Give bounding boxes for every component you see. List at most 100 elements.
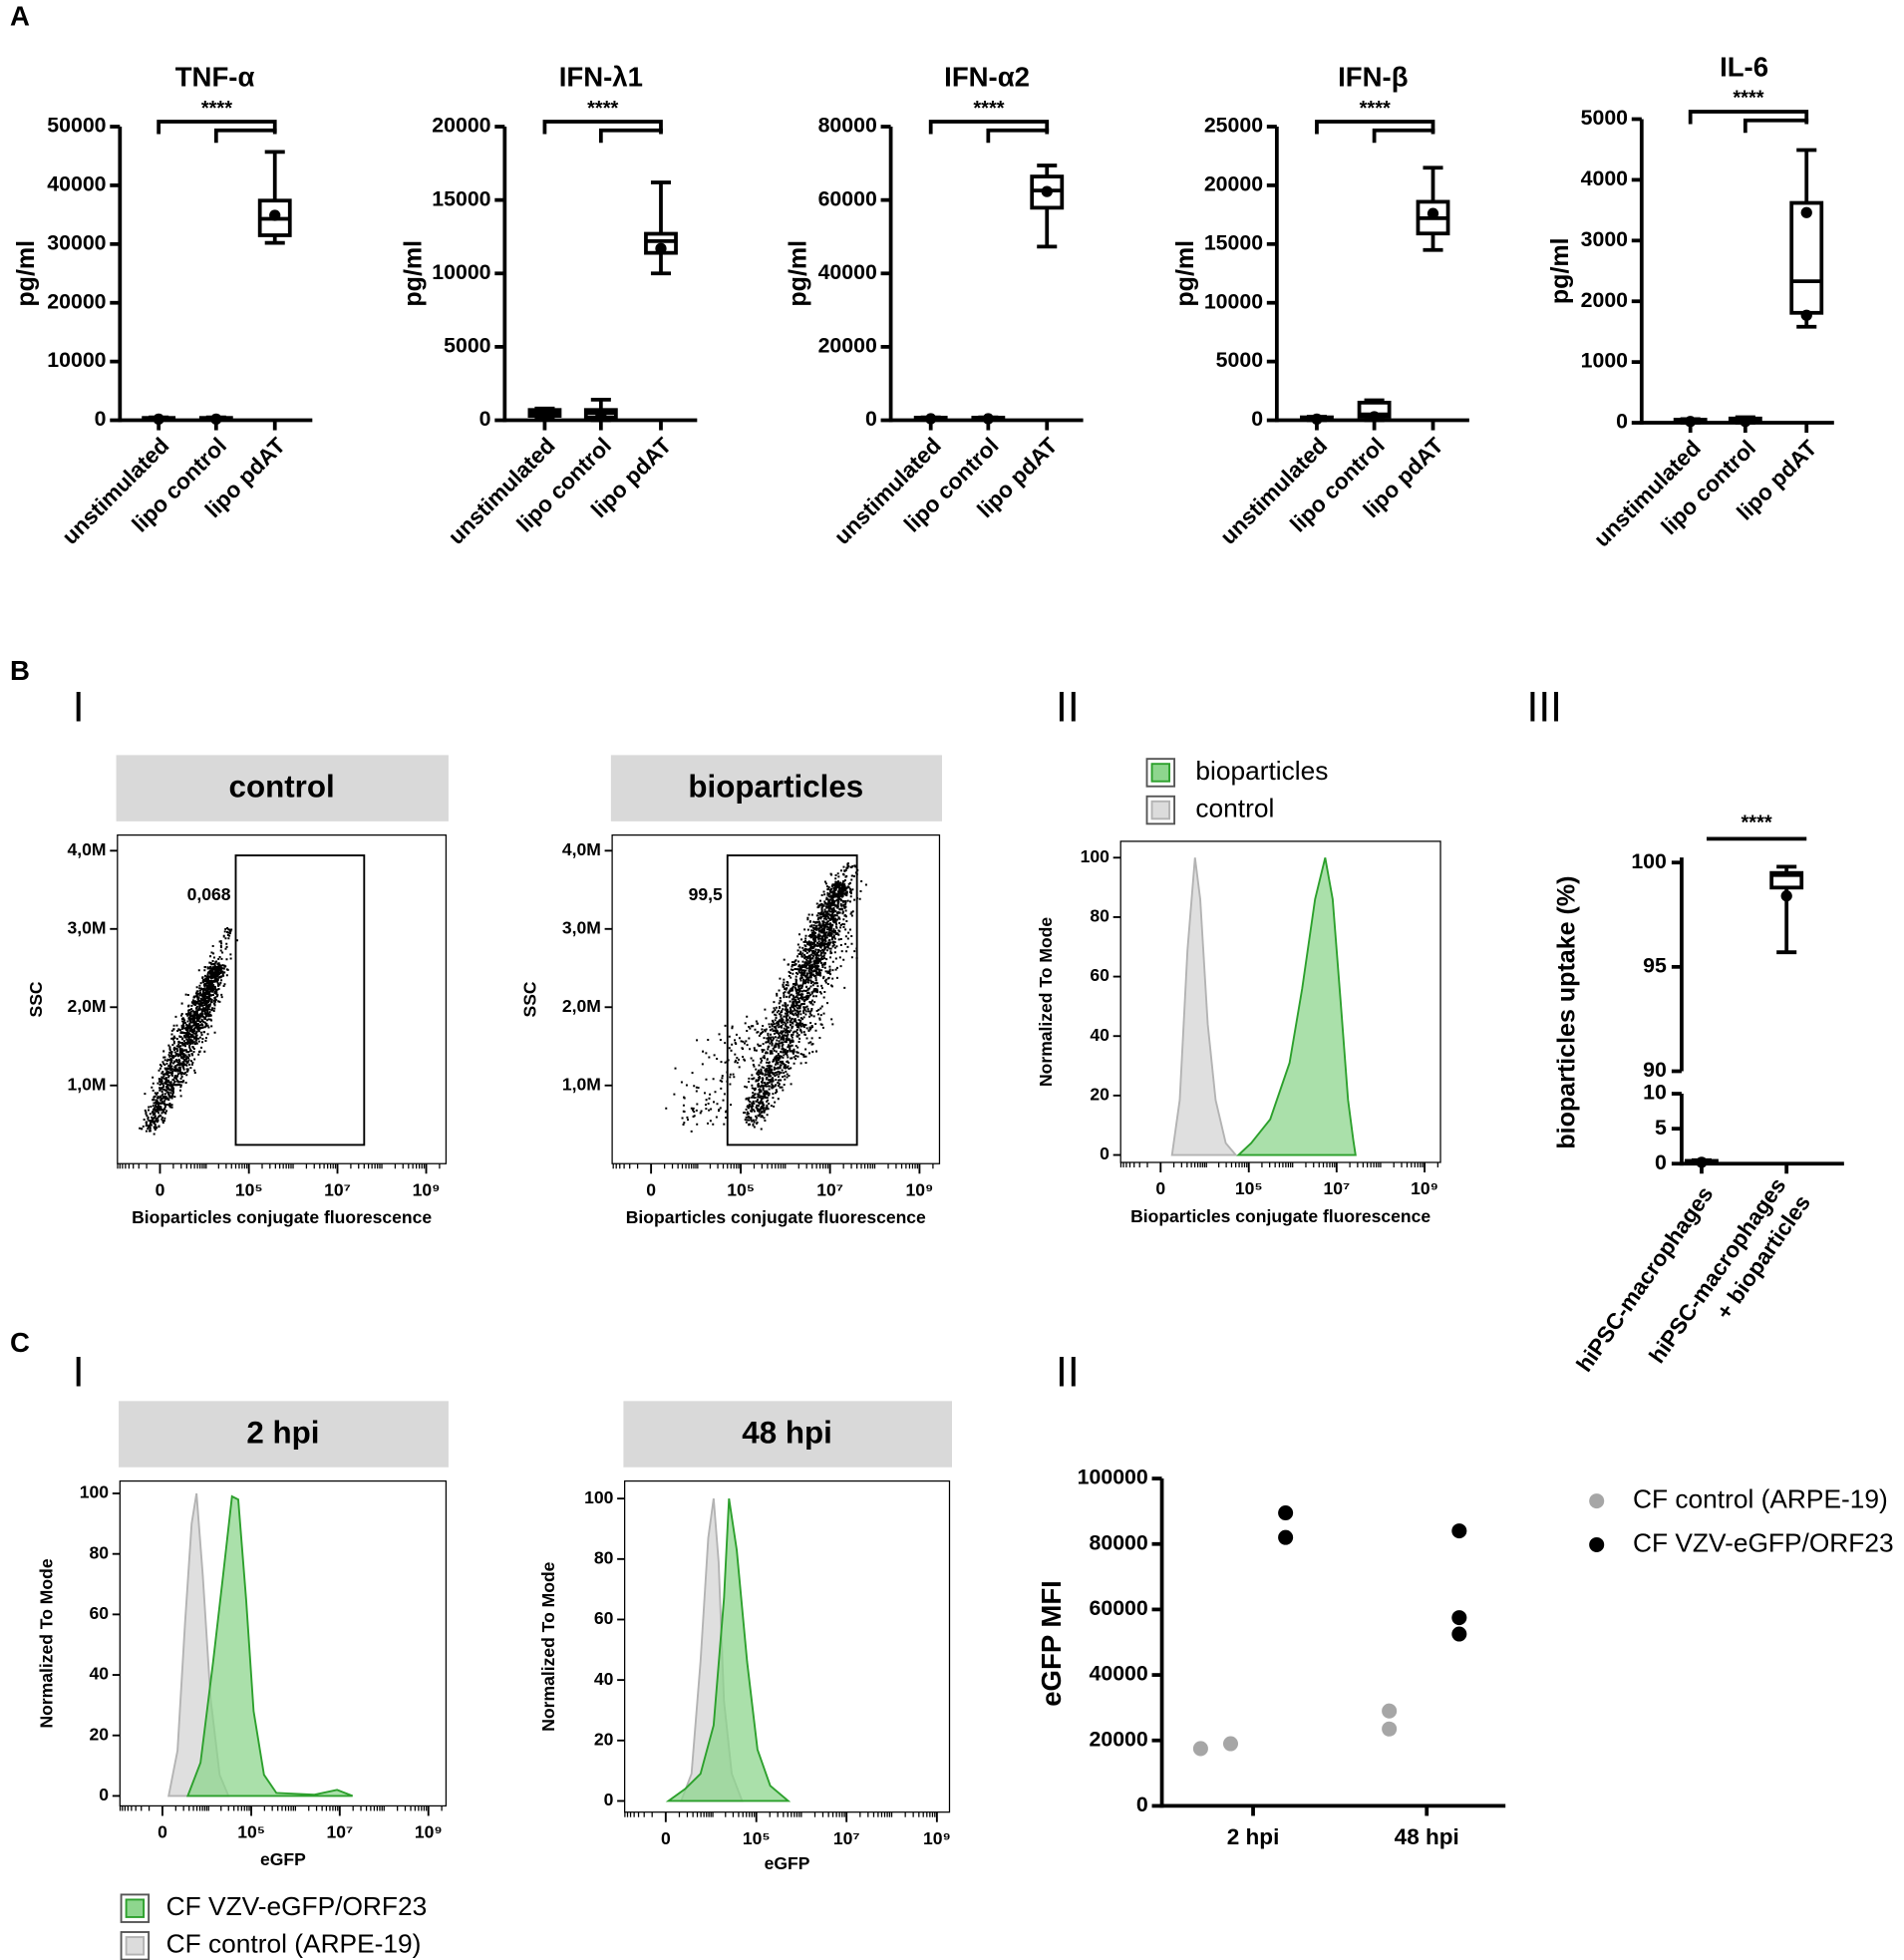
gate [726,854,858,1146]
y-tick-label: 5 [1655,1116,1667,1140]
legend-label: bioparticles [1195,756,1328,786]
x-tick-label: 10⁷ [816,1179,843,1199]
x-tick-label: 10⁵ [743,1828,771,1848]
x-tick-label: 10⁵ [237,1822,265,1842]
legend-marker [1589,1536,1605,1553]
x-tick-label: 10⁹ [923,1828,951,1848]
y-tick-label: 40 [90,1664,110,1684]
y-tick-label: 20000 [818,334,877,358]
data-point [1451,1610,1467,1626]
y-tick-label: 1,0M [68,1074,107,1094]
y-tick-label: 40 [594,1669,614,1689]
y-tick-label: 0 [99,1785,109,1804]
y-tick-label: 2,0M [562,996,601,1016]
significance-label: **** [973,98,1004,120]
data-point [655,242,667,254]
chart-title: 48 hpi [742,1415,832,1450]
x-tick-label: 2 hpi [1227,1824,1280,1849]
significance-bracket [542,120,663,135]
y-tick-label: 60 [1090,965,1110,985]
y-tick-label: 0 [1655,1150,1667,1174]
y-tick-label: 10 [1643,1081,1667,1105]
chart-title: bioparticles [688,770,863,805]
x-tick-label: 0 [661,1828,671,1848]
y-tick-label: 100 [1081,846,1111,866]
x-tick-label: 10⁹ [1411,1178,1438,1198]
significance-bracket [986,128,1050,144]
data-point [538,408,551,421]
x-tick-label: 10⁹ [905,1179,933,1199]
significance-label: **** [1360,98,1391,120]
chart-title: 2 hpi [246,1415,319,1450]
title-banner [119,1401,449,1468]
y-tick-label: 0 [604,1790,614,1809]
x-axis-title: eGFP [260,1849,306,1869]
significance-bracket [213,128,277,144]
y-tick-label: 100 [584,1487,614,1507]
data-point [153,413,164,425]
y-tick-label: 100000 [1078,1466,1148,1489]
x-tick-label: 10⁷ [326,1822,353,1842]
data-point [1278,1529,1294,1545]
significance-label: **** [1733,88,1763,110]
data-point [595,408,607,421]
x-tick-label: 10⁷ [833,1828,860,1848]
y-tick-label: 80 [594,1547,614,1567]
y-tick-label: 4000 [1581,166,1628,190]
legend-swatch [1150,800,1171,820]
chart-title: IL-6 [1720,52,1768,83]
y-tick-label: 0 [1251,407,1263,431]
y-tick-label: 4,0M [562,839,601,859]
legend-swatch [1150,763,1171,783]
data-point [1780,890,1792,902]
significance-bracket [1743,118,1809,134]
significance-bracket [1688,110,1809,125]
y-tick-label: 20000 [47,289,106,313]
y-tick-label: 20 [1090,1085,1110,1105]
panel-label: I [73,684,85,732]
legend-label: CF control (ARPE-19) [1633,1484,1888,1514]
y-axis-title: SSC [26,981,46,1017]
y-tick-label: 100 [80,1482,110,1502]
y-tick-label: 25000 [1204,114,1263,138]
x-tick-label: 10⁷ [324,1179,351,1199]
y-tick-label: 95 [1643,953,1667,977]
x-axis-title: Bioparticles conjugate fluorescence [626,1207,926,1227]
plot-frame [117,833,448,1164]
histogram [1236,857,1357,1156]
data-point [1192,1741,1208,1757]
legend-label: CF control (ARPE-19) [166,1929,422,1959]
plot-frame [1119,840,1441,1163]
x-tick-label: 0 [1155,1178,1165,1198]
gate [234,854,366,1146]
y-tick-label: 5000 [1581,106,1628,130]
y-tick-label: 60 [594,1608,614,1628]
axis-title: bioparticles uptake (%) [1552,875,1580,1148]
y-tick-label: 20000 [432,114,490,138]
x-tick-label: 0 [158,1822,167,1842]
significance-bracket [157,120,277,135]
y-tick-label: 0 [1136,1793,1148,1816]
y-axis-title: Normalized To Mode [538,1561,558,1731]
data-point [982,413,994,425]
gate-label: 0,068 [187,884,231,904]
significance-bracket [1315,120,1435,135]
y-tick-label: 80 [1090,906,1110,926]
axis-title: pg/ml [1546,237,1574,304]
event-cloud [139,926,239,1136]
data-point [1278,1505,1294,1521]
y-tick-label: 20 [90,1724,110,1744]
y-tick-label: 20000 [1090,1727,1148,1751]
y-tick-label: 80000 [1090,1530,1148,1554]
axis-title: pg/ml [1171,240,1199,307]
legend-swatch [125,1936,146,1956]
y-axis-title: Normalized To Mode [36,1558,56,1728]
panel-label: A [10,0,30,31]
data-point [1740,416,1751,428]
significance-bracket [1372,128,1435,144]
y-tick-label: 60 [90,1603,110,1623]
y-tick-label: 0 [95,407,107,431]
gate-label: 99,5 [689,884,723,904]
data-point [1311,413,1323,425]
